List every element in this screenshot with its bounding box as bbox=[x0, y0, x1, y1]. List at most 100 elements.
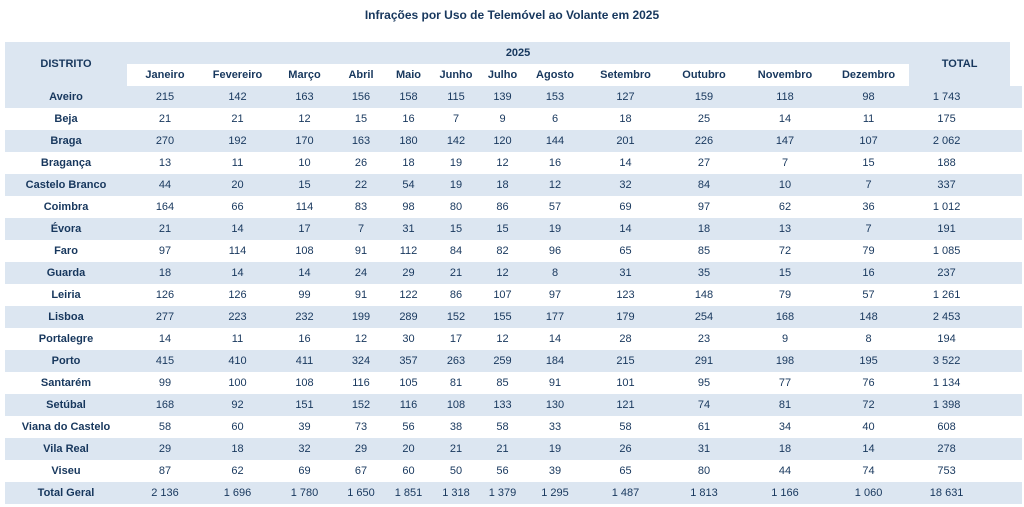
month-value-cell: 21 bbox=[480, 438, 525, 460]
row-spacer bbox=[984, 108, 1023, 130]
row-spacer bbox=[984, 196, 1023, 218]
month-value-cell: 13 bbox=[742, 218, 828, 240]
month-value-cell: 7 bbox=[828, 174, 910, 196]
month-value-cell: 24 bbox=[337, 262, 385, 284]
month-value-cell: 85 bbox=[480, 372, 525, 394]
district-label: Leiria bbox=[5, 284, 127, 306]
table-row: Beja 21 21 12 15 16 7 9 6 18 25 14 11 175 bbox=[5, 108, 1023, 130]
header-row-year: DISTRITO 2025 TOTAL bbox=[5, 42, 1023, 86]
month-value-cell: 14 bbox=[525, 328, 585, 350]
month-value-cell: 69 bbox=[272, 460, 337, 482]
district-label: Coimbra bbox=[5, 196, 127, 218]
table-row: Viseu 87 62 69 67 60 50 56 39 65 80 44 74 753 bbox=[5, 460, 1023, 482]
month-value-cell: 23 bbox=[666, 328, 742, 350]
month-value-cell: 13 bbox=[127, 152, 203, 174]
month-value-cell: 85 bbox=[666, 240, 742, 262]
month-value-cell: 39 bbox=[525, 460, 585, 482]
month-value-cell: 108 bbox=[272, 240, 337, 262]
month-value-cell: 18 bbox=[585, 108, 666, 130]
table-row: Porto 415 410 411 324 357 263 259 184 215 291 198 19… bbox=[5, 350, 1023, 372]
month-value-cell: 226 bbox=[666, 130, 742, 152]
month-value-cell: 289 bbox=[385, 306, 432, 328]
month-value-cell: 6 bbox=[525, 108, 585, 130]
month-value-cell: 31 bbox=[585, 262, 666, 284]
month-value-cell: 35 bbox=[666, 262, 742, 284]
month-value-cell: 99 bbox=[127, 372, 203, 394]
month-value-cell: 14 bbox=[828, 438, 910, 460]
month-value-cell: 107 bbox=[480, 284, 525, 306]
month-value-cell: 50 bbox=[432, 460, 480, 482]
table-row: Évora 21 14 17 7 31 15 15 19 14 18 13 7 191 bbox=[5, 218, 1023, 240]
month-value-cell: 29 bbox=[127, 438, 203, 460]
month-value-cell: 18 bbox=[666, 218, 742, 240]
month-header-5: Maio bbox=[385, 64, 432, 86]
month-value-cell: 263 bbox=[432, 350, 480, 372]
month-value-cell: 108 bbox=[272, 372, 337, 394]
row-spacer bbox=[984, 262, 1023, 284]
month-value-cell: 410 bbox=[203, 350, 272, 372]
table-row: Faro 97 114 108 91 112 84 82 96 65 85 72 79 1 085 bbox=[5, 240, 1023, 262]
month-value-cell: 81 bbox=[742, 394, 828, 416]
month-value-cell: 15 bbox=[480, 218, 525, 240]
month-value-cell: 96 bbox=[525, 240, 585, 262]
month-value-cell: 411 bbox=[272, 350, 337, 372]
month-value-cell: 1 696 bbox=[203, 482, 272, 504]
month-value-cell: 18 bbox=[203, 438, 272, 460]
month-header-9: Setembro bbox=[585, 64, 666, 86]
month-value-cell: 199 bbox=[337, 306, 385, 328]
month-value-cell: 1 166 bbox=[742, 482, 828, 504]
month-value-cell: 155 bbox=[480, 306, 525, 328]
month-value-cell: 31 bbox=[385, 218, 432, 240]
month-value-cell: 38 bbox=[432, 416, 480, 438]
month-value-cell: 92 bbox=[203, 394, 272, 416]
month-value-cell: 15 bbox=[337, 108, 385, 130]
district-label: Viseu bbox=[5, 460, 127, 482]
row-total-cell: 753 bbox=[909, 460, 985, 482]
month-value-cell: 21 bbox=[432, 262, 480, 284]
month-value-cell: 19 bbox=[525, 218, 585, 240]
month-value-cell: 11 bbox=[203, 328, 272, 350]
month-value-cell: 151 bbox=[272, 394, 337, 416]
month-value-cell: 164 bbox=[127, 196, 203, 218]
row-total-cell: 1 012 bbox=[909, 196, 985, 218]
month-value-cell: 9 bbox=[742, 328, 828, 350]
row-spacer bbox=[984, 438, 1023, 460]
month-value-cell: 84 bbox=[432, 240, 480, 262]
month-value-cell: 170 bbox=[272, 130, 337, 152]
month-value-cell: 2 136 bbox=[127, 482, 203, 504]
month-value-cell: 120 bbox=[480, 130, 525, 152]
table-row: Santarém 99 100 108 116 105 81 85 91 101 95 77 76 1 1… bbox=[5, 372, 1023, 394]
row-total-cell: 188 bbox=[909, 152, 985, 174]
row-total-cell: 1 085 bbox=[909, 240, 985, 262]
table-row: Viana do Castelo 58 60 39 73 56 38 58 33 58 61 34 40… bbox=[5, 416, 1023, 438]
month-value-cell: 65 bbox=[585, 240, 666, 262]
month-header-1: Janeiro bbox=[127, 64, 203, 86]
month-value-cell: 28 bbox=[585, 328, 666, 350]
month-value-cell: 62 bbox=[203, 460, 272, 482]
district-label: Castelo Branco bbox=[5, 174, 127, 196]
month-value-cell: 79 bbox=[828, 240, 910, 262]
month-value-cell: 112 bbox=[385, 240, 432, 262]
month-header-12: Dezembro bbox=[828, 64, 910, 86]
month-value-cell: 98 bbox=[385, 196, 432, 218]
month-value-cell: 87 bbox=[127, 460, 203, 482]
month-value-cell: 254 bbox=[666, 306, 742, 328]
district-label: Braga bbox=[5, 130, 127, 152]
month-value-cell: 291 bbox=[666, 350, 742, 372]
month-value-cell: 1 813 bbox=[666, 482, 742, 504]
month-header-3: Março bbox=[272, 64, 337, 86]
total-row-label: Total Geral bbox=[5, 482, 127, 504]
district-label: Aveiro bbox=[5, 86, 127, 108]
month-value-cell: 54 bbox=[385, 174, 432, 196]
month-value-cell: 10 bbox=[272, 152, 337, 174]
month-value-cell: 36 bbox=[828, 196, 910, 218]
month-value-cell: 1 487 bbox=[585, 482, 666, 504]
month-value-cell: 156 bbox=[337, 86, 385, 108]
month-value-cell: 168 bbox=[127, 394, 203, 416]
month-value-cell: 223 bbox=[203, 306, 272, 328]
month-value-cell: 16 bbox=[828, 262, 910, 284]
row-spacer bbox=[984, 174, 1023, 196]
month-value-cell: 148 bbox=[828, 306, 910, 328]
month-value-cell: 105 bbox=[385, 372, 432, 394]
month-value-cell: 1 379 bbox=[480, 482, 525, 504]
